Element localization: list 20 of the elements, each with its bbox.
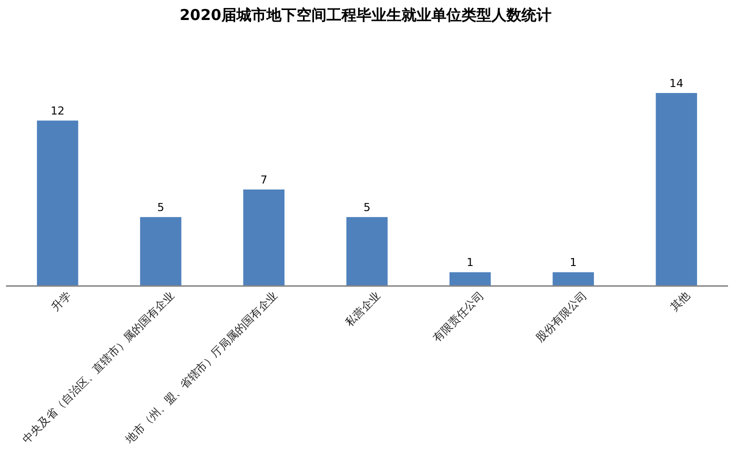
- data-label: 1: [570, 256, 577, 270]
- data-label: 5: [364, 201, 370, 214]
- bar: [140, 217, 182, 286]
- data-label: 12: [50, 104, 65, 118]
- data-label: 7: [260, 174, 268, 186]
- bar: [36, 120, 78, 286]
- data-label: 1: [466, 256, 474, 270]
- bar: [552, 272, 594, 286]
- x-tick-label: 私营企业: [342, 288, 384, 330]
- bar: [450, 272, 491, 286]
- data-label: 14: [669, 77, 684, 90]
- x-tick-label: 股份有限公司: [534, 288, 590, 345]
- bar: [243, 190, 284, 286]
- bar: [346, 217, 388, 286]
- x-tick-label: 其他: [668, 288, 693, 314]
- x-tick-label: 有限责任公司: [430, 288, 486, 345]
- data-label: 5: [157, 201, 164, 214]
- chart-title: 2020届城市地下空间工程毕业生就业单位类型人数统计: [180, 6, 552, 24]
- bar: [656, 93, 698, 286]
- x-tick-label: 升学: [48, 288, 74, 314]
